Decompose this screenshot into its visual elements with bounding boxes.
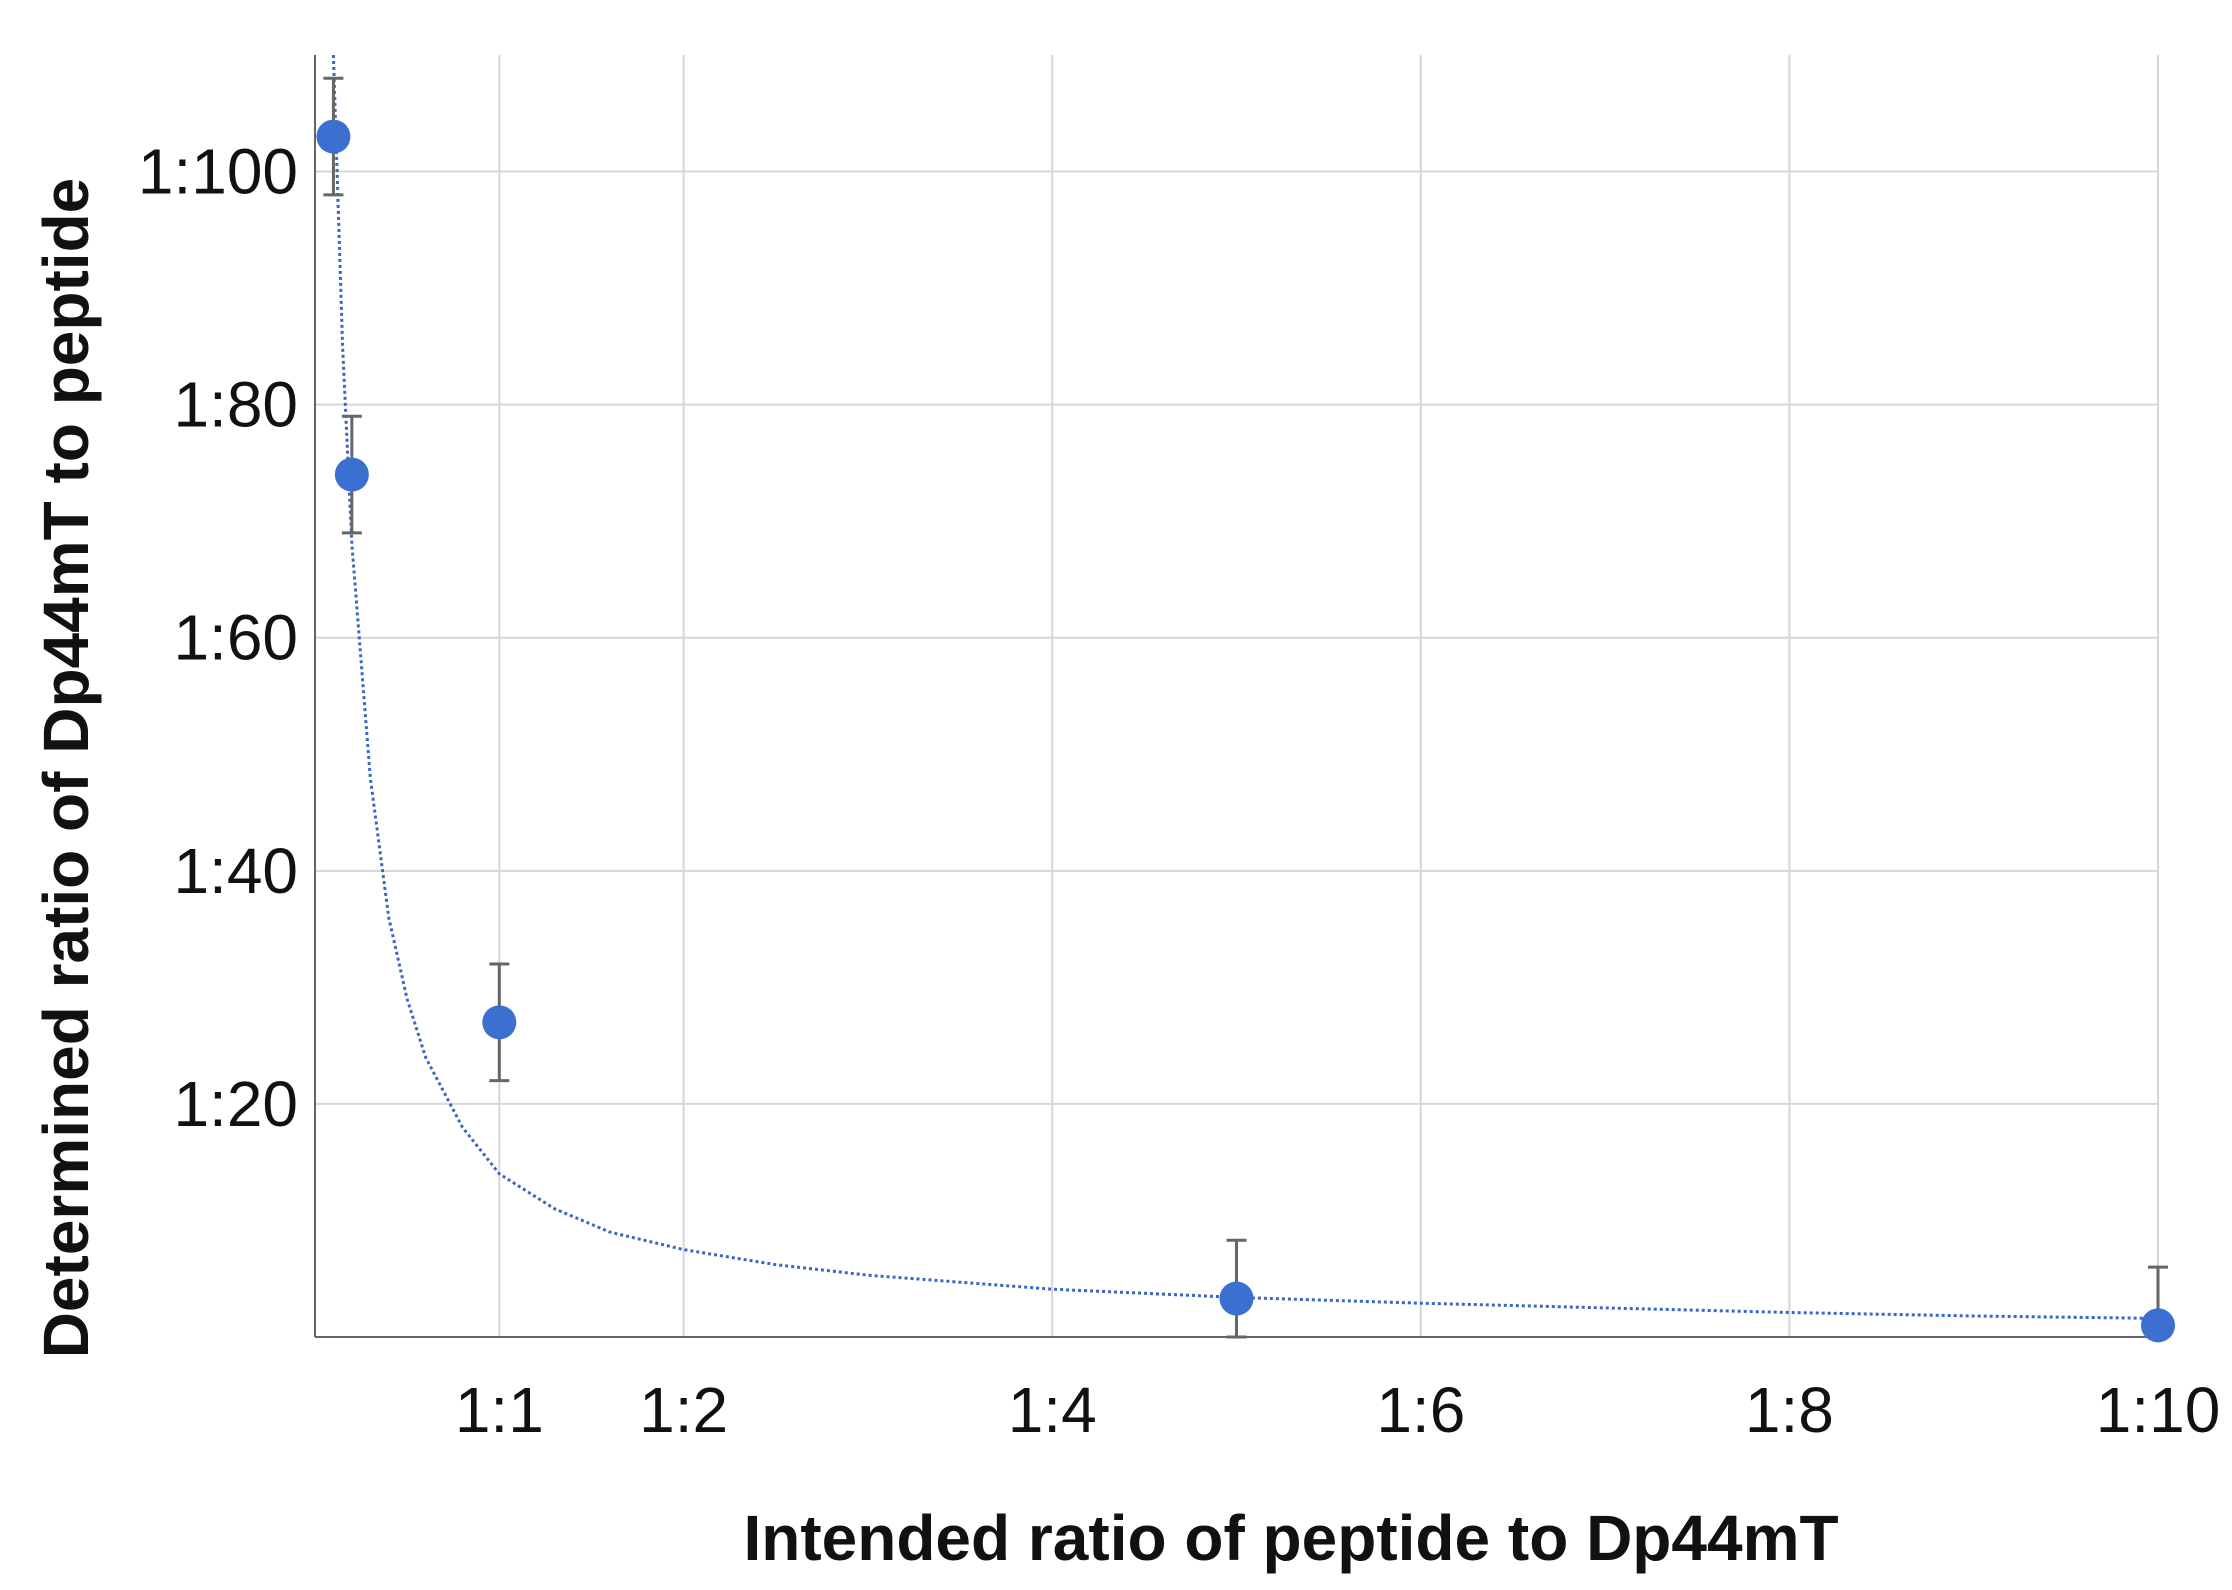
- data-point: [316, 119, 351, 154]
- y-tick-label: 1:20: [173, 1068, 298, 1140]
- y-tick-label: 1:80: [173, 369, 298, 441]
- y-axis-title: Determined ratio of Dp44mT to peptide: [30, 178, 102, 1359]
- y-tick-label: 1:100: [138, 136, 298, 208]
- fit-curve-group: [331, 54, 2159, 1320]
- y-tick-labels: 1:20 1:40 1:60 1:80 1:100: [138, 136, 298, 1140]
- data-points: [316, 119, 2175, 1343]
- data-point: [1219, 1281, 1254, 1316]
- x-tick-label: 1:10: [2096, 1374, 2221, 1446]
- x-tick-label: 1:2: [639, 1374, 728, 1446]
- fit-curve: [331, 54, 2159, 1320]
- data-point: [334, 457, 369, 492]
- x-axis-title: Intended ratio of peptide to Dp44mT: [743, 1502, 1838, 1574]
- x-tick-labels: 1:1 1:2 1:4 1:6 1:8 1:10: [455, 1374, 2220, 1446]
- data-point: [482, 1005, 517, 1040]
- grid: [315, 55, 2159, 1337]
- x-tick-label: 1:6: [1376, 1374, 1465, 1446]
- data-point: [2141, 1308, 2175, 1343]
- x-tick-label: 1:8: [1745, 1374, 1834, 1446]
- y-tick-label: 1:60: [173, 602, 298, 674]
- y-tick-label: 1:40: [173, 835, 298, 907]
- x-tick-label: 1:1: [455, 1374, 544, 1446]
- x-tick-label: 1:4: [1008, 1374, 1097, 1446]
